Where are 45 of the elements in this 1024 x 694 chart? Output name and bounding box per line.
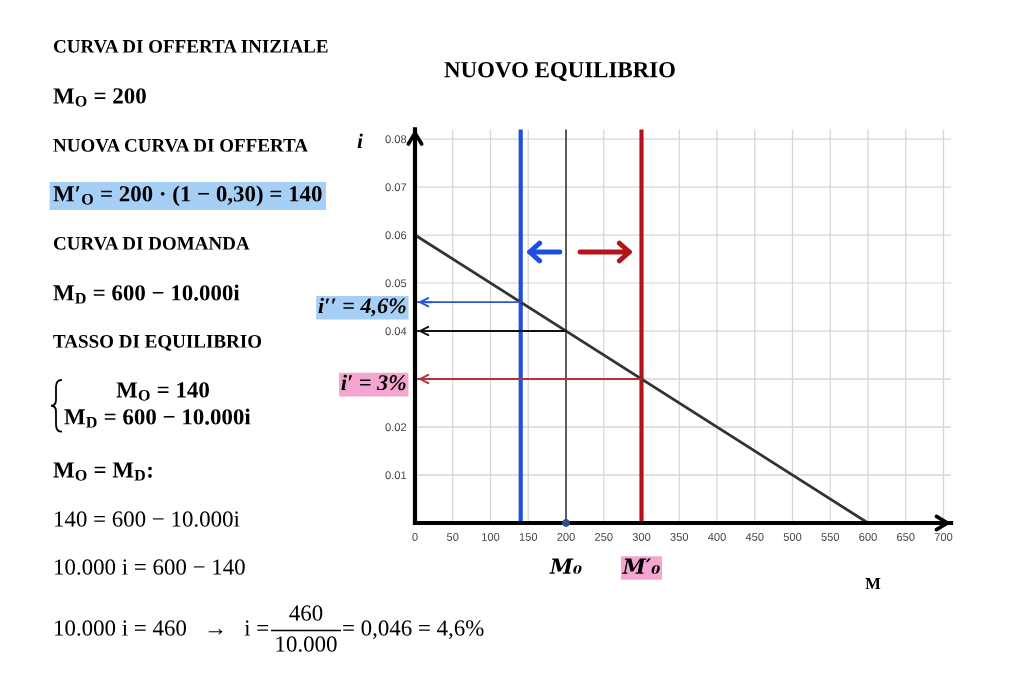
text: NUOVA CURVA DI OFFERTA [53, 138, 308, 152]
text: TASSO DI EQUILIBRIO [53, 334, 262, 351]
text: 10.000 [276, 636, 337, 652]
x-tick-label: 50 [447, 533, 459, 541]
x-tick-label: 600 [859, 533, 877, 541]
text: CURVA DI OFFERTA INIZIALE [53, 39, 328, 53]
text: 10.000 i = 600 − 140 [55, 559, 245, 575]
chart-title: NUOVO EQUILIBRIO [444, 62, 675, 81]
y-tick-label: 0.04 [385, 327, 407, 336]
text: M$_{O}$ = M$_{D}$: [53, 462, 152, 481]
x-tick-label: 100 [482, 533, 500, 541]
text: M$_{O}$ = 140 [116, 382, 209, 401]
text: M′$_{O}$ = 200 · (1 − 0,30) = 140 [53, 185, 322, 207]
x-tick-label: 300 [632, 533, 651, 541]
text: 460 [289, 605, 323, 621]
x-axis-title: M [865, 578, 881, 590]
y-tick-label: 0.07 [385, 183, 407, 192]
x-tick-label: 650 [897, 533, 915, 541]
y-tick-label: 0.08 [385, 135, 407, 144]
text: M$_{D}$ = 600 − 10.000i [53, 284, 240, 304]
text: CURVA DI DOMANDA [53, 236, 250, 250]
x-tick-label: 200 [557, 533, 575, 541]
text: M$_{O}$ = 200 [53, 88, 146, 107]
ref-line-label: M′₀ [622, 558, 660, 574]
annotation: i′′ = 4,6% [318, 297, 406, 317]
annotation: i′ = 3% [341, 374, 406, 391]
text: 140 = 600 − 10.000i [55, 511, 240, 527]
x-tick-label: 700 [934, 533, 953, 541]
x-tick-label: 500 [783, 533, 802, 541]
text: M$_{D}$ = 600 − 10.000i [64, 408, 251, 428]
x-tick-label: 150 [519, 533, 538, 541]
y-tick-label: 0.02 [385, 423, 407, 432]
y-tick-label: 0.05 [385, 279, 407, 288]
x-tick-label: 450 [745, 533, 764, 541]
y-tick-label: 0.06 [385, 231, 407, 240]
text: = 0,046 = 4,6% [343, 620, 484, 640]
x-tick-label: 0 [412, 533, 418, 541]
x-tick-label: 250 [595, 533, 613, 541]
ref-line-label: M₀ [549, 558, 582, 574]
text: 10.000 i = 460 → i = [55, 620, 269, 636]
y-tick-label: 0.01 [385, 471, 407, 480]
y-axis-title: i [357, 133, 363, 149]
x-tick-label: 550 [821, 533, 840, 541]
x-tick-label: 350 [670, 533, 689, 541]
x-tick-label: 400 [707, 533, 726, 541]
